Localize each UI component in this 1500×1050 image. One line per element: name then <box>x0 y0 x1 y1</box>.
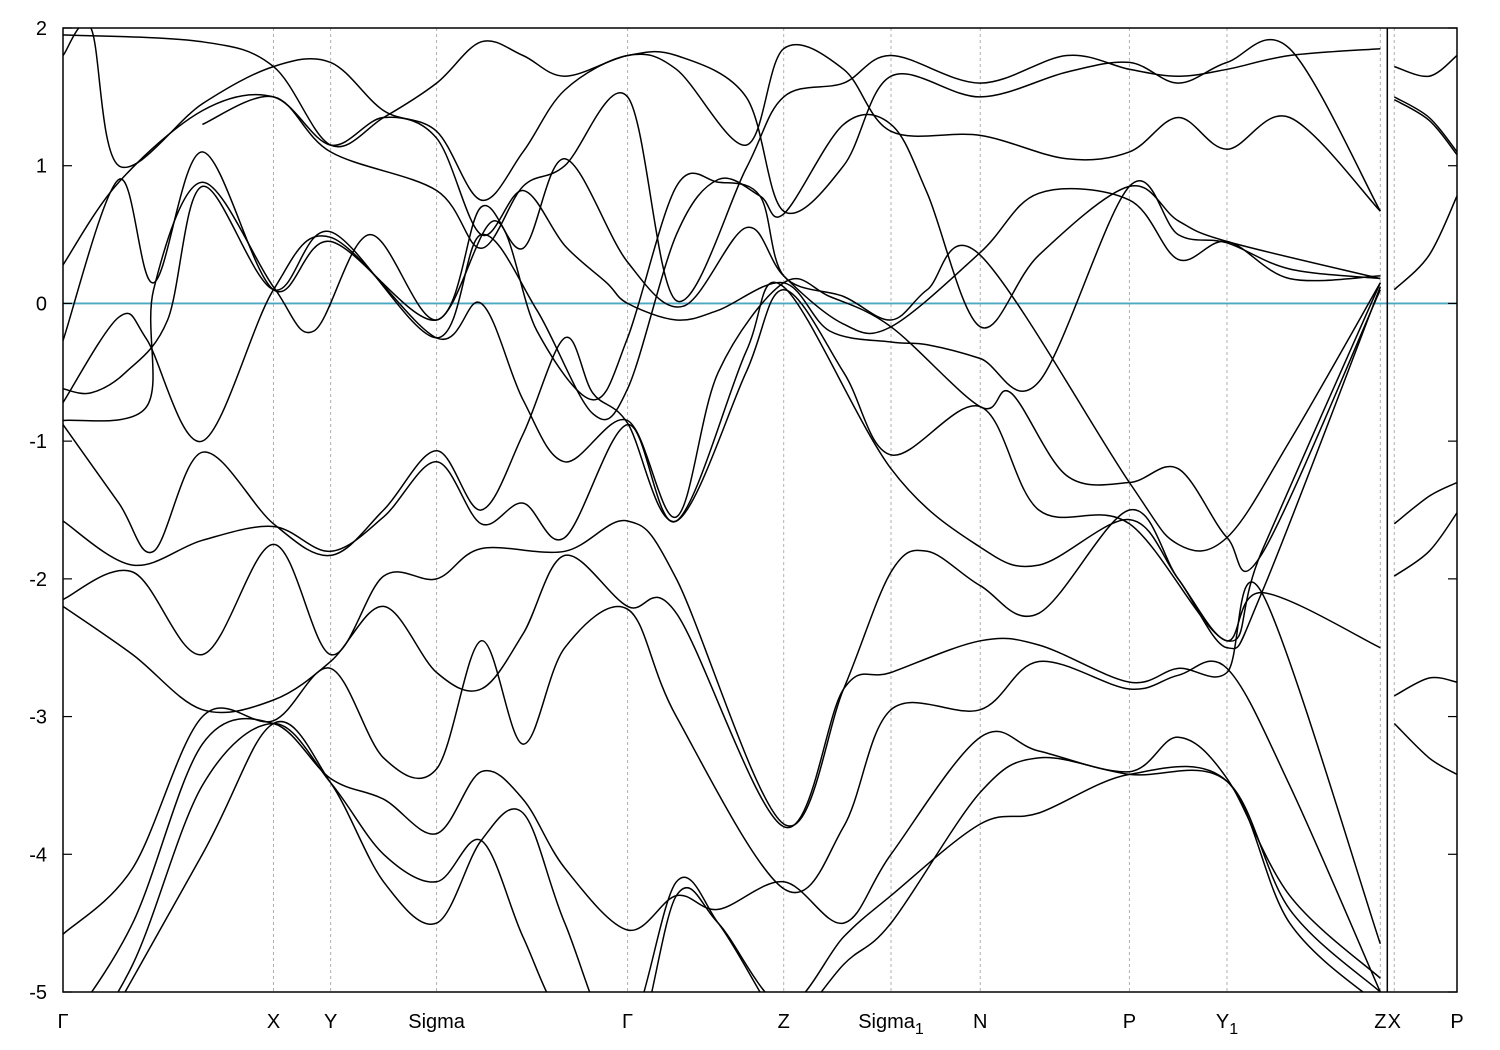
band-line-15 <box>202 47 1381 303</box>
x-tick-label-2: Y <box>324 1011 337 1033</box>
band-line-5 <box>63 282 1381 642</box>
y-tick-label-0: 2 <box>36 18 47 40</box>
x-tick-label-5: Z <box>778 1011 790 1033</box>
band-line-right-7 <box>1393 722 1457 776</box>
band-line-8 <box>63 554 1382 945</box>
y-tick-label-1: 1 <box>36 156 47 178</box>
band-line-13 <box>63 28 1381 212</box>
x-tick-label-3: Sigma <box>408 1011 466 1033</box>
x-tick-label-7: N <box>973 1011 987 1033</box>
x-tick-label-6: Sigma1 <box>858 1011 924 1038</box>
y-tick-label-5: -3 <box>29 707 47 729</box>
band-line-4 <box>63 235 1381 573</box>
x-tick-label-9: Y1 <box>1216 1011 1238 1038</box>
band-lines <box>63 28 1457 992</box>
band-line-12 <box>124 720 1365 992</box>
x-tick-label-1: X <box>267 1011 280 1033</box>
band-line-right-5 <box>1393 512 1457 577</box>
band-line-right-2 <box>1393 98 1457 156</box>
band-line-right-0 <box>1394 54 1457 78</box>
x-tick-subscript-9: 1 <box>1229 1021 1238 1038</box>
band-line-2 <box>63 113 1381 421</box>
x-tick-label-11: X <box>1388 1011 1401 1033</box>
band-line-7 <box>63 509 1381 827</box>
band-line-3 <box>63 172 1381 552</box>
y-tick-label-2: 0 <box>36 293 47 315</box>
band-line-1 <box>63 93 1381 392</box>
y-axis-ticks: 2 1 0 -1 -2 -3 -4 -5 <box>29 18 1457 1004</box>
y-tick-label-6: -4 <box>29 844 47 866</box>
band-line-14 <box>63 34 1381 215</box>
band-line-right-4 <box>1393 481 1457 525</box>
band-line-right-3 <box>1393 195 1457 291</box>
plot-frame <box>62 27 1458 993</box>
x-tick-label-12: P <box>1450 1011 1463 1033</box>
band-line-9 <box>63 605 1381 992</box>
band-line-right-6 <box>1393 676 1457 697</box>
band-line-0 <box>63 151 1381 341</box>
x-axis-ticks: Γ X Y Sigma Γ Z Sigma1 N P Y1 Z X P <box>57 1011 1463 1038</box>
y-tick-label-7: -5 <box>29 982 47 1004</box>
band-line-6 <box>63 281 1381 650</box>
x-tick-label-10: Z <box>1374 1011 1386 1033</box>
gridlines <box>272 28 1395 992</box>
y-tick-label-3: -1 <box>29 431 47 453</box>
x-tick-label-4: Γ <box>622 1011 633 1033</box>
x-tick-label-8: P <box>1123 1011 1136 1033</box>
x-tick-subscript-6: 1 <box>915 1021 924 1038</box>
band-line-11 <box>117 722 1381 992</box>
y-tick-label-4: -2 <box>29 569 47 591</box>
x-tick-label-0: Γ <box>57 1011 68 1033</box>
band-line-right-1 <box>1393 96 1457 153</box>
